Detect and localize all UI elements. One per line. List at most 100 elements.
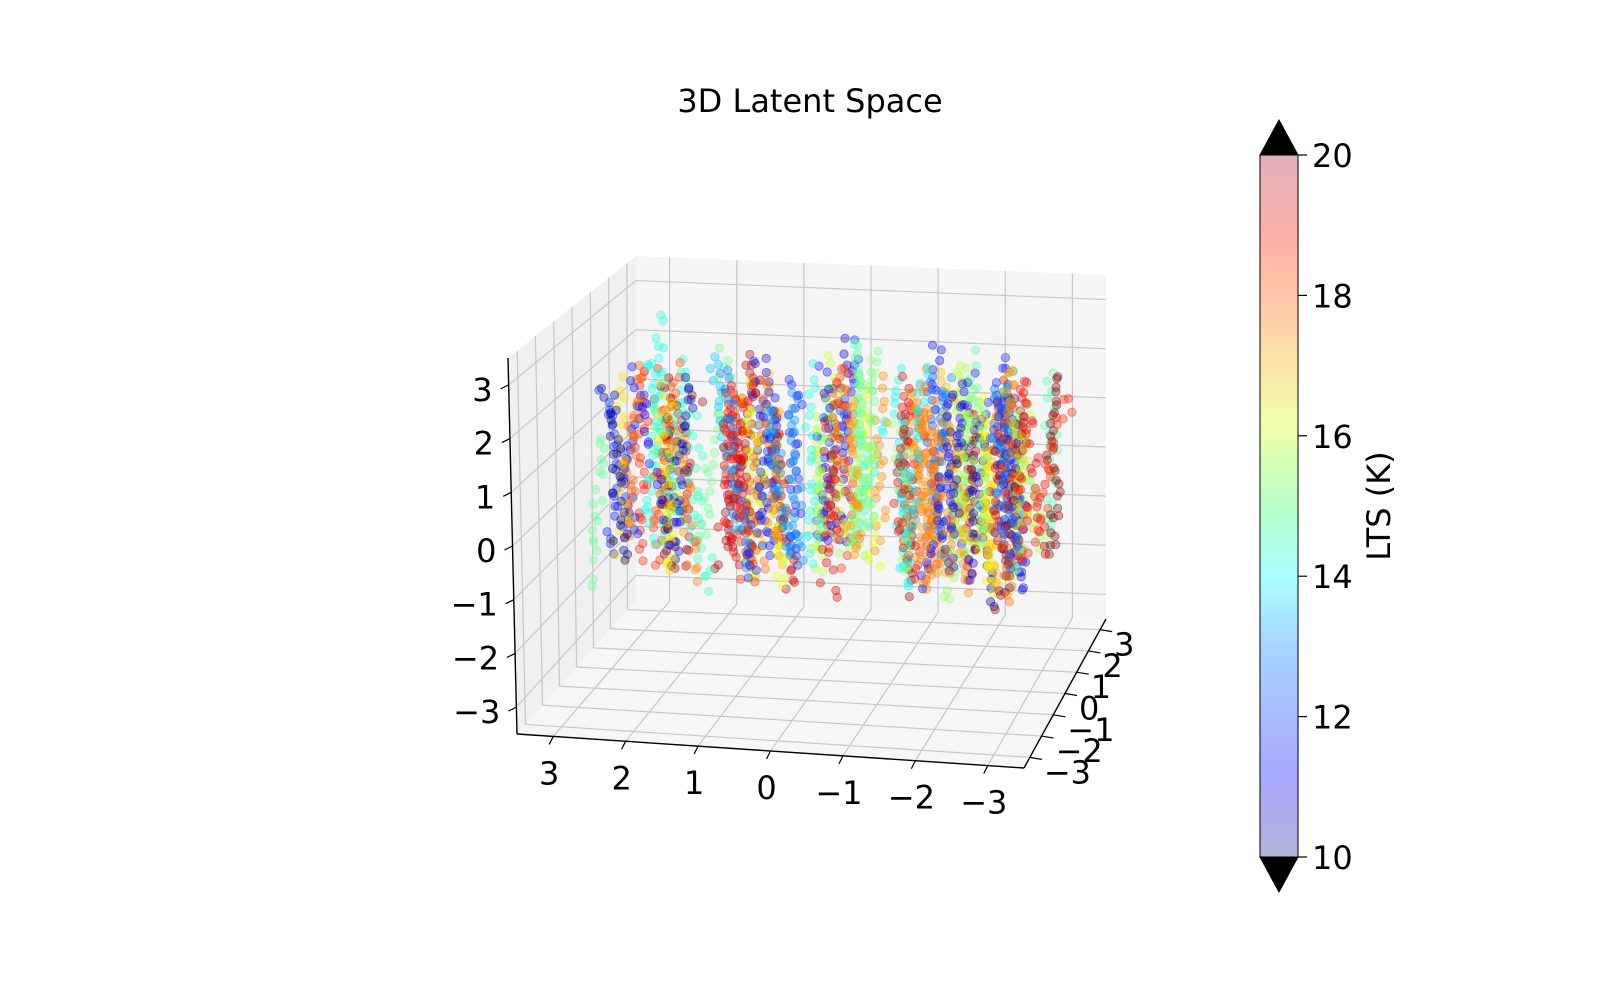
scatter-point [612, 449, 622, 459]
scatter-point [652, 410, 662, 420]
scatter-point [843, 368, 853, 378]
scatter-point [945, 568, 955, 578]
scatter-point [853, 463, 863, 473]
scatter-point [825, 383, 835, 393]
scatter-point [774, 430, 784, 440]
scatter-point [721, 535, 731, 546]
scatter-point [635, 512, 645, 523]
scatter-point [1000, 393, 1010, 403]
scatter-point [703, 467, 713, 478]
scatter-point [790, 403, 800, 413]
scatter-point [1063, 393, 1074, 404]
scatter-point [779, 514, 789, 524]
scatter-point [937, 432, 948, 442]
scatter-point [989, 601, 999, 612]
scatter-point [961, 411, 971, 421]
scatter-point [925, 521, 936, 532]
scatter-point [854, 534, 864, 544]
scatter-point [869, 467, 880, 477]
scatter-point [842, 409, 852, 419]
scatter-point [968, 452, 978, 463]
scatter-point [1013, 494, 1023, 504]
scatter-point [1002, 467, 1012, 478]
scatter-point [786, 548, 796, 559]
scatter-point [725, 473, 736, 483]
scatter-point [759, 467, 769, 478]
scatter-point [1000, 404, 1010, 414]
scatter-point [1010, 523, 1020, 533]
scatter-point [791, 529, 801, 539]
scatter-point [734, 454, 745, 464]
scatter-point [933, 498, 943, 508]
scatter-point [1040, 420, 1050, 431]
scatter-point [938, 392, 948, 402]
scatter-point [788, 456, 798, 466]
scatter-point [832, 430, 842, 440]
scatter-point [867, 376, 877, 386]
scatter-point [659, 391, 669, 401]
scatter-point [849, 378, 859, 388]
scatter-point [1003, 427, 1013, 437]
scatter-point [961, 363, 971, 373]
scatter-point [861, 481, 871, 491]
x-tick-mark [693, 745, 699, 755]
scatter-point [748, 356, 759, 366]
scatter-point [911, 496, 922, 506]
scatter-point [816, 435, 827, 445]
scatter-point [1018, 524, 1029, 534]
scatter-point [771, 413, 782, 423]
scatter-point [1027, 416, 1037, 426]
scatter-point [598, 496, 608, 506]
scatter-point [713, 522, 723, 532]
scatter-point [890, 398, 900, 408]
scatter-point [792, 484, 803, 494]
scatter-point [966, 392, 976, 402]
scatter-point [831, 518, 842, 529]
scatter-point [657, 499, 668, 510]
scatter-point [738, 399, 749, 409]
scatter-point [875, 561, 886, 571]
scatter-point [746, 430, 756, 440]
scatter-point [1033, 525, 1043, 535]
scatter-point [815, 532, 825, 542]
scatter-point [1043, 503, 1053, 513]
gridline [553, 321, 561, 687]
scatter-point [870, 530, 880, 540]
scatter-point [931, 385, 941, 395]
scatter-point [690, 537, 700, 547]
scatter-point [760, 401, 770, 411]
scatter-point [1048, 410, 1058, 420]
scatter-point [970, 416, 980, 426]
scatter-point [899, 424, 909, 434]
scatter-point [839, 349, 849, 359]
scatter-point [911, 409, 921, 419]
scatter-point [774, 531, 784, 542]
scatter-point [1050, 531, 1060, 541]
scatter-point [713, 359, 724, 370]
scatter-point [767, 445, 777, 455]
scatter-point [713, 372, 724, 382]
scatter-point [1016, 572, 1026, 582]
scatter-point [982, 545, 992, 556]
scatter-point [868, 538, 878, 549]
scatter-point [944, 468, 954, 479]
scatter-point [934, 456, 945, 467]
scatter-point [1017, 445, 1028, 456]
scatter-point [892, 467, 902, 477]
scatter-point [935, 531, 945, 542]
scatter-point [1051, 396, 1061, 406]
scatter-point [660, 537, 671, 547]
scatter-point [838, 422, 848, 432]
scatter-point [828, 465, 838, 475]
scatter-point [765, 381, 775, 391]
scatter-point [929, 552, 939, 563]
scatter-point [933, 436, 943, 446]
scatter-point [959, 387, 969, 397]
scatter-point [880, 513, 890, 523]
scatter-point [929, 472, 940, 482]
scatter-point [921, 584, 932, 594]
scatter-point [927, 563, 938, 573]
scatter-point [912, 388, 922, 398]
scatter-point [936, 431, 947, 441]
scatter-point [991, 577, 1001, 587]
